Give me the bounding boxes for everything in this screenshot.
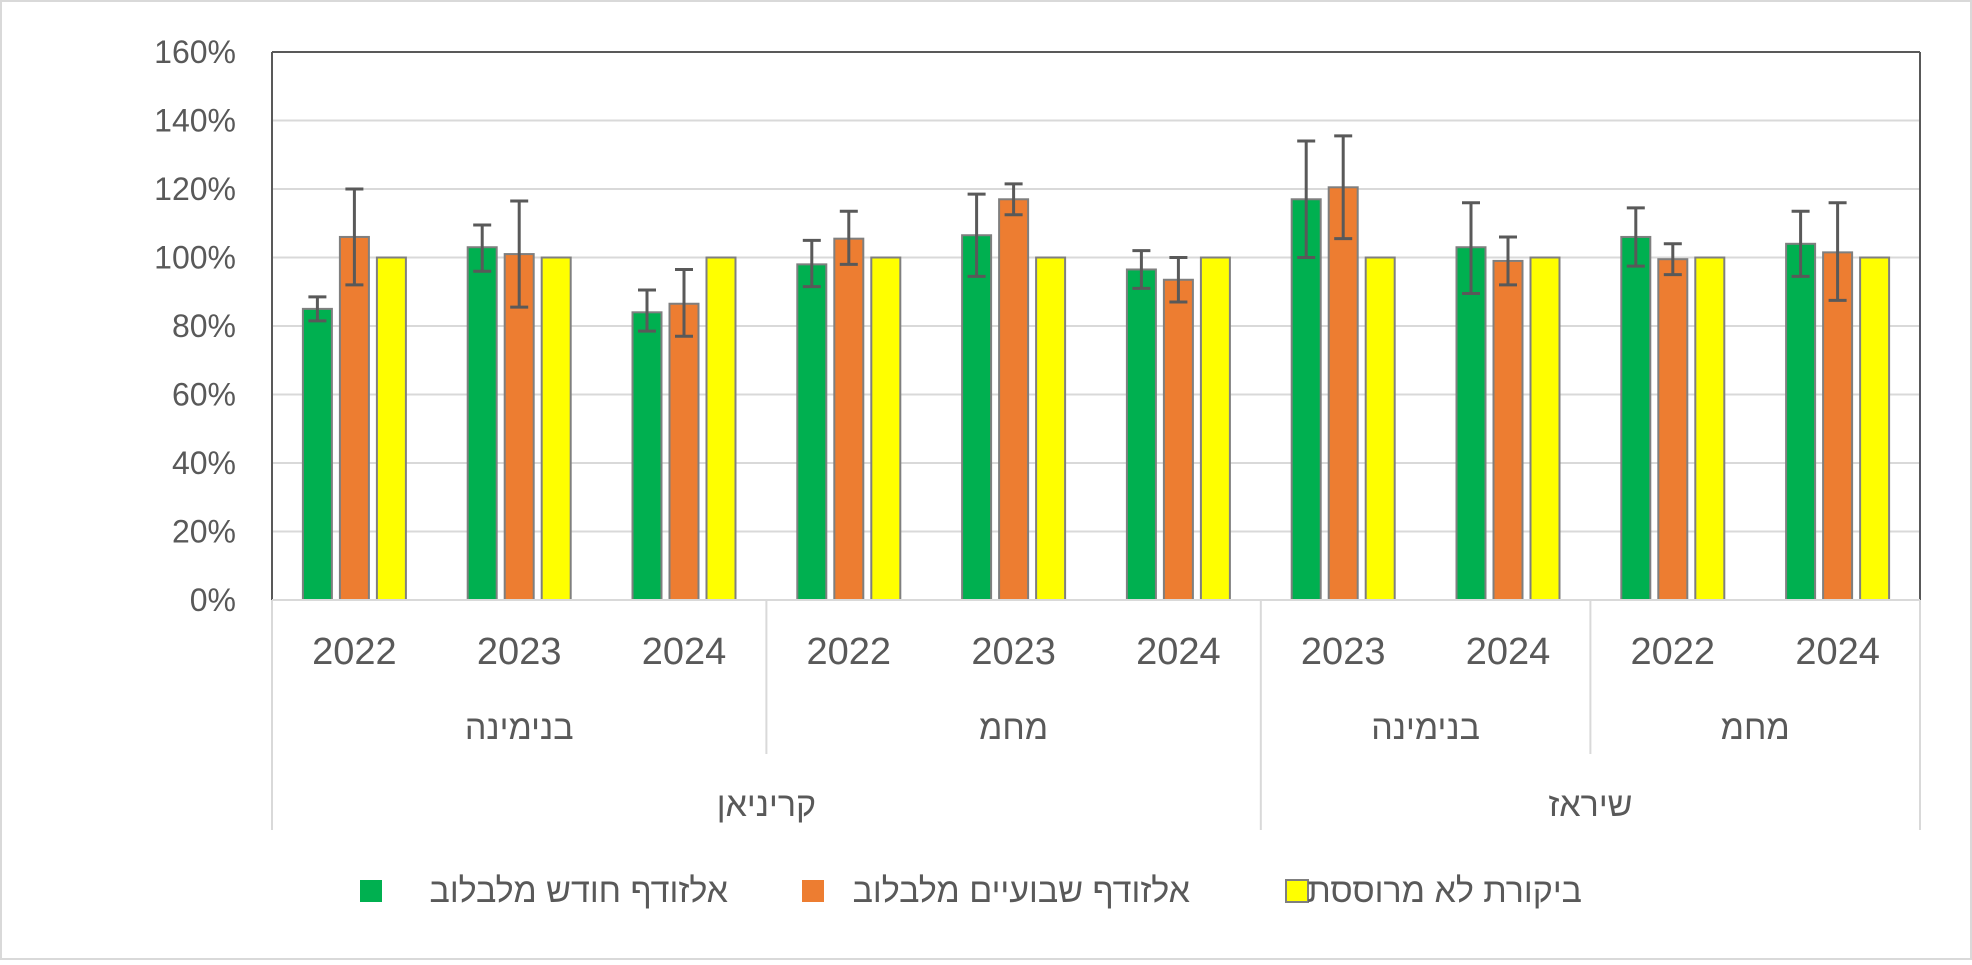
x-tick-year: 2023	[1301, 631, 1386, 673]
x-tick-year: 2024	[1466, 631, 1551, 673]
bar	[1657, 258, 1689, 601]
legend-label: אלזודף חודש מלבלוב	[430, 872, 728, 910]
x-tick-year: 2024	[1136, 631, 1221, 673]
x-group-variety: שיראז	[1548, 786, 1632, 824]
y-tick-label: 60%	[172, 377, 236, 413]
x-tick-year: 2022	[312, 631, 397, 673]
bar	[338, 235, 370, 601]
error-bars	[308, 134, 1847, 338]
x-group-site: בנימינה	[465, 709, 574, 747]
x-tick-year: 2024	[1795, 631, 1880, 673]
x-group-variety: קריניאן	[717, 786, 816, 824]
y-tick-label: 80%	[172, 308, 236, 344]
bar	[540, 256, 572, 601]
x-group-site: מחמ	[979, 709, 1048, 747]
bar	[796, 263, 828, 601]
legend-label: אלזודף שבועיים מלבלוב	[853, 872, 1190, 910]
bar	[631, 311, 663, 601]
x-tick-year: 2024	[642, 631, 727, 673]
bar	[1290, 198, 1322, 601]
x-group-site: בנימינה	[1371, 709, 1480, 747]
bar	[1785, 242, 1817, 602]
y-tick-label: 160%	[154, 34, 236, 70]
bar	[1035, 256, 1067, 601]
bar	[705, 256, 737, 601]
bar	[466, 246, 498, 601]
x-tick-year: 2023	[477, 631, 562, 673]
legend: אלזודף חודש מלבלוב אלזודף שבועיים מלבלוב ב…	[360, 872, 1582, 910]
y-tick-label: 120%	[154, 171, 236, 207]
y-tick-label: 140%	[154, 103, 236, 139]
bars	[301, 186, 1891, 602]
y-axis-ticks: 0% 20% 40% 60% 80% 100% 120% 140% 160%	[154, 34, 236, 618]
y-tick-label: 40%	[172, 445, 236, 481]
bar	[961, 234, 993, 602]
bar	[833, 237, 865, 601]
bar	[1199, 256, 1231, 601]
bar	[870, 256, 902, 601]
bar	[1455, 246, 1487, 601]
bar	[1364, 256, 1396, 601]
bar	[1620, 235, 1652, 601]
legend-swatch	[1285, 879, 1309, 903]
bar	[301, 307, 333, 601]
bar	[1125, 268, 1157, 601]
y-tick-label: 20%	[172, 514, 236, 550]
x-group-site: מחמ	[1721, 709, 1790, 747]
bar	[668, 302, 700, 601]
x-tick-year: 2022	[807, 631, 892, 673]
x-tick-year: 2023	[971, 631, 1056, 673]
legend-swatch	[802, 880, 824, 902]
bar	[998, 198, 1030, 601]
bar	[1822, 251, 1854, 602]
bar	[1492, 259, 1524, 601]
legend-swatch	[360, 880, 382, 902]
bar	[1162, 278, 1194, 601]
y-tick-label: 0%	[190, 582, 236, 618]
bar	[375, 256, 407, 601]
y-tick-label: 100%	[154, 240, 236, 276]
bar	[1859, 256, 1891, 601]
x-tick-year: 2022	[1631, 631, 1716, 673]
bar	[1694, 256, 1726, 601]
bar	[1327, 186, 1359, 601]
legend-label: ביקורת לא מרוססת	[1307, 872, 1582, 910]
bar	[1529, 256, 1561, 601]
x-axis: 2022 2023 2024 2022 2023 2024 2023 2024 2022 2024…	[271, 599, 1921, 830]
